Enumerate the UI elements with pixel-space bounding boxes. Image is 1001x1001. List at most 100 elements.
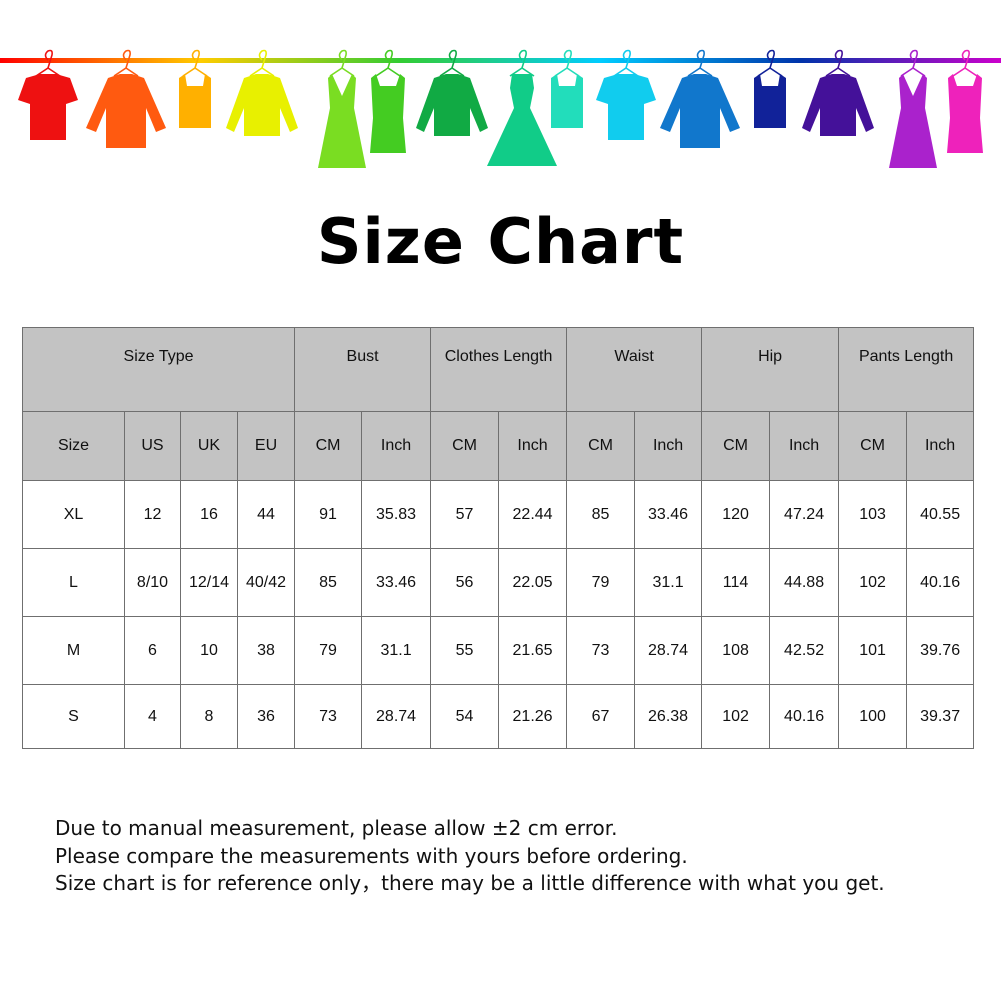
clothes-rail xyxy=(0,58,1001,63)
table-cell: 10 xyxy=(180,616,238,685)
clothes-hanger-banner xyxy=(0,49,1001,168)
tank-icon xyxy=(551,49,583,128)
column-header: EU xyxy=(236,411,296,481)
table-cell: 33.46 xyxy=(634,480,703,549)
tshirt-icon xyxy=(18,49,78,140)
table-cell: 67 xyxy=(566,684,636,749)
table-cell: 79 xyxy=(294,616,363,685)
group-header: Bust xyxy=(294,327,432,412)
table-cell: 6 xyxy=(124,616,181,685)
dress-icon xyxy=(889,49,937,168)
sweater-icon xyxy=(802,49,874,136)
table-row: XL 12 16 44 91 35.83 57 22.44 85 33.46 120 47.24 103… xyxy=(22,480,975,549)
table-cell: 85 xyxy=(566,480,636,549)
table-cell: 28.74 xyxy=(361,684,432,749)
column-header: US xyxy=(124,411,181,481)
table-row: L 8/10 12/14 40/42 85 33.46 56 22.05 79 31.1 114 44… xyxy=(22,548,975,617)
table-cell: 12 xyxy=(124,480,181,549)
column-header: Inch xyxy=(769,411,840,481)
table-cell: 91 xyxy=(294,480,363,549)
column-header: Inch xyxy=(498,411,568,481)
table-cell: 57 xyxy=(430,480,500,549)
table-cell: XL xyxy=(22,480,125,549)
table-cell: 38 xyxy=(236,616,296,685)
note-line: Due to manual measurement, please allow … xyxy=(55,816,618,840)
column-header: Inch xyxy=(361,411,432,481)
group-header: Pants Length xyxy=(838,327,975,412)
table-cell: 85 xyxy=(294,548,363,617)
table-cell: 8/10 xyxy=(124,548,181,617)
group-header: Waist xyxy=(566,327,703,412)
table-cell: 31.1 xyxy=(361,616,432,685)
table-cell: 40.16 xyxy=(769,684,840,749)
shirt-icon xyxy=(86,49,166,148)
table-cell: 40.16 xyxy=(906,548,975,617)
table-cell: 35.83 xyxy=(361,480,432,549)
table-cell: 102 xyxy=(838,548,908,617)
table-cell: 47.24 xyxy=(769,480,840,549)
table-cell: 40/42 xyxy=(236,548,296,617)
table-cell: 21.65 xyxy=(498,616,568,685)
table-cell: 39.37 xyxy=(906,684,975,749)
column-header: UK xyxy=(180,411,238,481)
table-cell: 8 xyxy=(180,684,238,749)
tank-dress-icon xyxy=(947,49,983,153)
table-cell: 4 xyxy=(124,684,181,749)
column-header: CM xyxy=(701,411,771,481)
column-header: CM xyxy=(430,411,500,481)
table-cell: 120 xyxy=(701,480,771,549)
table-cell: 22.44 xyxy=(498,480,568,549)
table-cell: 33.46 xyxy=(361,548,432,617)
column-header: Inch xyxy=(634,411,703,481)
table-cell: L xyxy=(22,548,125,617)
table-cell: 16 xyxy=(180,480,238,549)
table-cell: 79 xyxy=(566,548,636,617)
table-cell: 28.74 xyxy=(634,616,703,685)
sweater-icon xyxy=(226,49,298,136)
group-header: Clothes Length xyxy=(430,327,568,412)
ball-dress-icon xyxy=(487,49,557,166)
table-cell: 56 xyxy=(430,548,500,617)
table-row: M 6 10 38 79 31.1 55 21.65 73 28.74 108 42.52 101 39.… xyxy=(22,616,975,685)
table-cell: 103 xyxy=(838,480,908,549)
table-cell: 12/14 xyxy=(180,548,238,617)
note-line: Size chart is for reference only，there m… xyxy=(55,871,885,895)
table-cell: 26.38 xyxy=(634,684,703,749)
measurement-notes: Due to manual measurement, please allow … xyxy=(55,815,885,898)
table-cell: 42.52 xyxy=(769,616,840,685)
note-line: Please compare the measurements with you… xyxy=(55,843,688,868)
table-cell: 55 xyxy=(430,616,500,685)
shirt-icon xyxy=(660,49,740,148)
table-cell: 21.26 xyxy=(498,684,568,749)
table-cell: 100 xyxy=(838,684,908,749)
table-row: S 4 8 36 73 28.74 54 21.26 67 26.38 102 40.16 100 39.… xyxy=(22,684,975,749)
tank-icon xyxy=(179,49,211,128)
table-cell: 31.1 xyxy=(634,548,703,617)
table-cell: 102 xyxy=(701,684,771,749)
group-header: Hip xyxy=(701,327,840,412)
column-header: CM xyxy=(566,411,636,481)
tank-dress-icon xyxy=(370,49,406,153)
dress-icon xyxy=(318,49,366,168)
table-cell: 108 xyxy=(701,616,771,685)
group-header: Size Type xyxy=(21,327,296,412)
sweater-icon xyxy=(416,49,488,136)
column-header: Size xyxy=(22,411,125,481)
column-header: CM xyxy=(838,411,908,481)
table-cell: 73 xyxy=(566,616,636,685)
table-cell: 44.88 xyxy=(769,548,840,617)
column-header: Inch xyxy=(906,411,975,481)
table-cell: 54 xyxy=(430,684,500,749)
page-title: Size Chart xyxy=(316,205,685,278)
table-cell: 73 xyxy=(294,684,363,749)
tshirt-icon xyxy=(596,49,656,140)
table-cell: 40.55 xyxy=(906,480,975,549)
column-header: CM xyxy=(294,411,363,481)
table-cell: 101 xyxy=(838,616,908,685)
table-cell: M xyxy=(22,616,125,685)
table-cell: 22.05 xyxy=(498,548,568,617)
table-cell: 114 xyxy=(701,548,771,617)
table-cell: 44 xyxy=(236,480,296,549)
table-cell: S xyxy=(22,684,125,749)
size-chart-table: Size Type Bust Clothes Length Waist Hip Pants… xyxy=(21,327,975,749)
